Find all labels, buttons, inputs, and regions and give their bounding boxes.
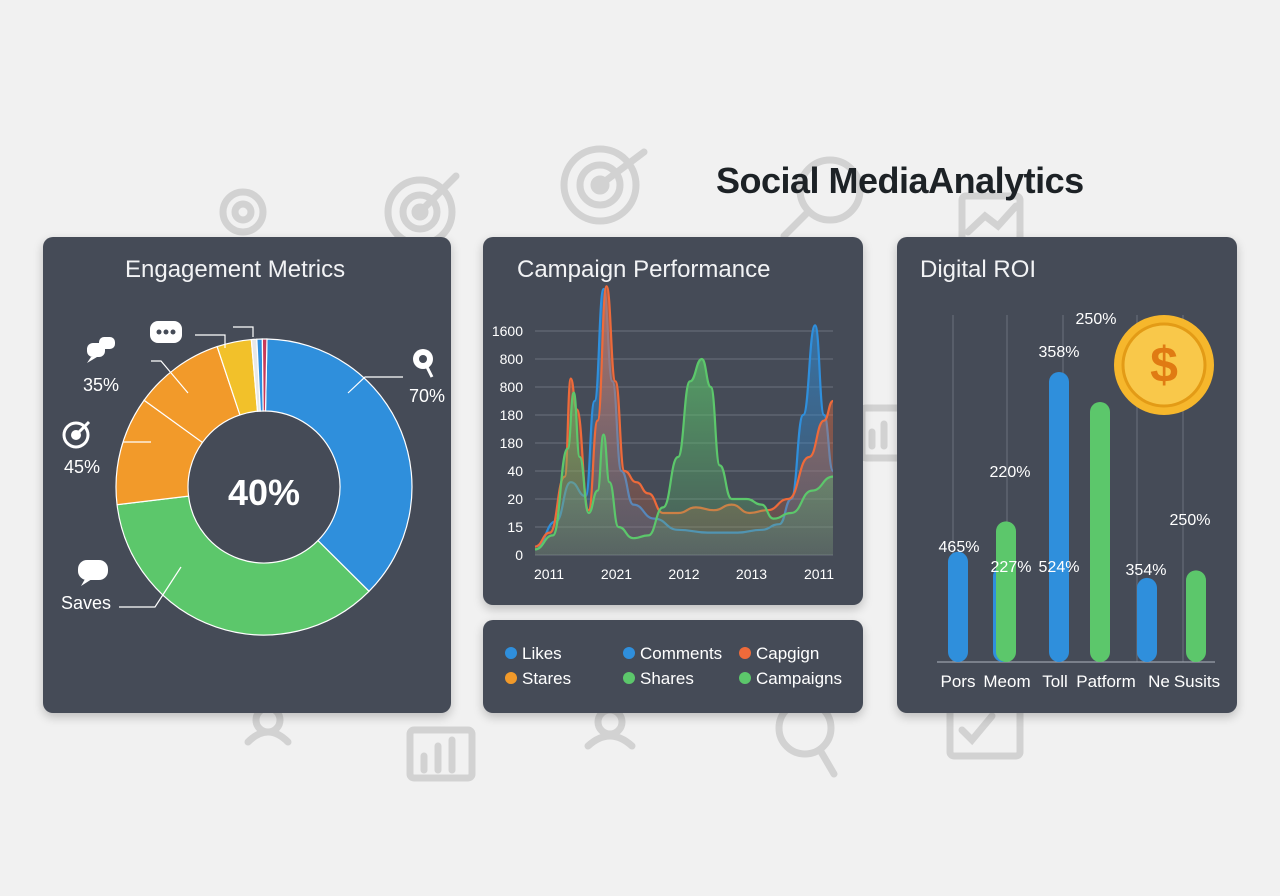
bar-blue-0 <box>948 551 968 662</box>
legend-swatch <box>623 672 635 684</box>
page-title: Social MediaAnalytics <box>716 160 1084 201</box>
chart-icon <box>858 404 906 462</box>
chart-series <box>534 285 835 555</box>
y-tick-label: 800 <box>500 379 524 395</box>
engagement-metrics-title: Engagement Metrics <box>125 256 346 283</box>
bar-value-label: 465% <box>939 539 980 556</box>
chart-icon <box>406 726 476 782</box>
y-tick-label: 20 <box>507 491 523 507</box>
bar-value-label: 524% <box>1039 559 1080 576</box>
bar-value-label: 250% <box>1170 512 1211 529</box>
donut-slices <box>115 338 413 636</box>
legend-swatch <box>505 647 517 659</box>
callout-label-saves: Saves <box>61 593 111 613</box>
y-tick-label: 40 <box>507 463 523 479</box>
digital-roi-panel: Digital ROI 465% 227% 220% 358% 524% 250% 354%… <box>897 237 1237 713</box>
chat-bubble-icon <box>150 321 182 343</box>
campaign-performance-chart: 1600 800 800 180 180 40 20 15 0 2011 2021 2012 2013… <box>492 285 835 582</box>
x-tick-label: 2021 <box>601 566 632 582</box>
checklist-icon <box>946 704 1024 760</box>
legend-panel: Likes Comments Capgign Stares Shares Campaign… <box>483 620 863 713</box>
target-icon <box>219 188 267 236</box>
legend-swatch <box>739 647 751 659</box>
callout-label-45: 45% <box>64 457 100 477</box>
callout-label-70: 70% <box>409 386 445 406</box>
y-tick-label: 180 <box>500 435 524 451</box>
bar-value-labels: 465% 227% 220% 358% 524% 250% 354% 250% <box>939 311 1211 579</box>
y-tick-label: 800 <box>500 351 524 367</box>
target-icon <box>413 349 434 378</box>
y-tick-label: 1600 <box>492 323 523 339</box>
donut-center-label: 40% <box>228 472 300 513</box>
x-tick-label: 2011 <box>534 566 564 582</box>
bar-green-0 <box>996 521 1016 662</box>
user-icon <box>244 704 292 746</box>
engagement-metrics-panel: Engagement Metrics 40% <box>43 237 451 713</box>
callout-line-saves <box>119 566 182 608</box>
user-icon <box>584 706 636 750</box>
target-icon <box>560 145 648 225</box>
x-tick-label: 2012 <box>668 566 699 582</box>
bar-value-label: 354% <box>1126 562 1167 579</box>
bar-blue-3 <box>1137 577 1157 662</box>
campaign-performance-panel: Campaign Performance 1600 800 800 180 180 40 2… <box>483 237 863 605</box>
legend-label: Comments <box>640 644 722 663</box>
legend-swatch <box>739 672 751 684</box>
x-tick-label: 2011 <box>804 566 834 582</box>
chat-bubble-icon <box>78 560 108 586</box>
bar-value-label: 220% <box>990 464 1031 481</box>
bar-green-2 <box>1186 570 1206 662</box>
callout-line-35 <box>151 360 189 394</box>
donut-slice-7 <box>261 338 268 412</box>
category-label: Pors <box>941 672 976 691</box>
legend: Likes Comments Capgign Stares Shares Campaign… <box>505 644 842 688</box>
y-tick-label: 15 <box>507 519 523 535</box>
x-tick-label: 2013 <box>736 566 767 582</box>
legend-label: Campaigns <box>756 669 842 688</box>
callout-label-35: 35% <box>83 375 119 395</box>
legend-label: Shares <box>640 669 694 688</box>
donut-slice-0 <box>264 338 413 593</box>
dollar-coin-icon: $ <box>1114 315 1214 415</box>
legend-swatch <box>505 672 517 684</box>
target-icon <box>384 172 460 248</box>
callout-line-top-2 <box>233 326 254 337</box>
legend-swatch <box>623 647 635 659</box>
series-line-2 <box>534 357 834 551</box>
coin-symbol: $ <box>1150 337 1178 393</box>
category-label: Susits <box>1174 672 1220 691</box>
bar-value-label: 250% <box>1076 311 1117 328</box>
y-axis-ticks: 1600 800 800 180 180 40 20 15 0 <box>492 323 523 563</box>
bars <box>948 372 1206 662</box>
category-labels: Pors Meom Toll Patform Ne Susits <box>941 672 1221 691</box>
legend-label: Stares <box>522 669 571 688</box>
chart-icon <box>958 192 1024 246</box>
legend-label: Likes <box>522 644 562 663</box>
digital-roi-bar-chart: 465% 227% 220% 358% 524% 250% 354% 250% Pors Meo… <box>937 311 1221 691</box>
donut-slice-1 <box>116 495 370 636</box>
campaign-performance-title: Campaign Performance <box>517 256 771 283</box>
target-icon <box>62 420 91 449</box>
legend-label: Capgign <box>756 644 819 663</box>
y-tick-label: 180 <box>500 407 524 423</box>
category-label: Patform <box>1076 672 1136 691</box>
y-tick-label: 0 <box>515 547 523 563</box>
callout-line-70 <box>347 376 403 394</box>
category-label: Meom <box>983 672 1030 691</box>
chat-bubbles-icon <box>87 337 115 363</box>
bar-blue-2 <box>1049 372 1069 662</box>
bar-value-label: 358% <box>1039 344 1080 361</box>
digital-roi-title: Digital ROI <box>920 256 1037 283</box>
category-label: Toll <box>1042 672 1068 691</box>
callout-line-top <box>195 334 226 348</box>
x-axis-ticks: 2011 2021 2012 2013 2011 <box>534 566 834 582</box>
engagement-donut-chart: 40% 7 <box>61 321 445 636</box>
magnifier-icon <box>780 156 864 240</box>
series-area-2 <box>535 359 833 555</box>
bar-green-1 <box>1090 401 1110 662</box>
bar-value-label: 227% <box>991 559 1032 576</box>
category-label: Ne <box>1148 672 1170 691</box>
